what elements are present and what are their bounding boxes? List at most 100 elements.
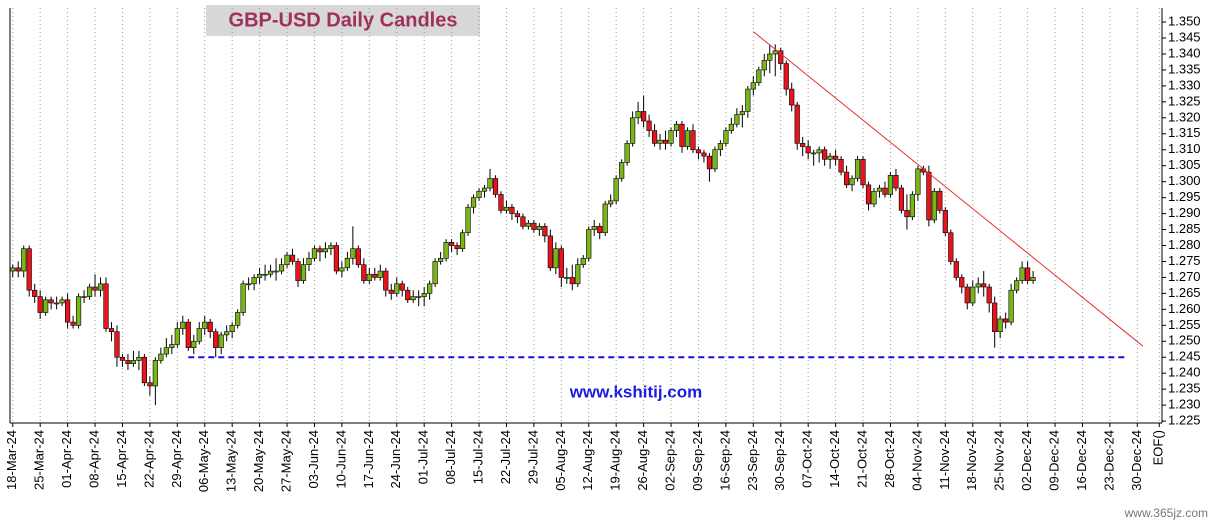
candle-body xyxy=(432,261,438,285)
x-tick-label: 05-Aug-24 xyxy=(553,430,568,491)
candle-body xyxy=(772,50,778,55)
candle-body xyxy=(256,273,263,278)
candle-body xyxy=(767,53,773,61)
candle-body xyxy=(580,257,586,265)
candle-body xyxy=(70,321,76,326)
x-tick-label: 08-Apr-24 xyxy=(86,430,101,488)
candle-body xyxy=(273,270,279,273)
candle-body xyxy=(981,283,987,288)
candle-body xyxy=(630,117,636,144)
candle-body xyxy=(180,321,186,329)
y-tick-label: 1.335 xyxy=(1168,61,1201,76)
candle-body xyxy=(311,248,318,259)
candle-body xyxy=(295,261,301,281)
y-tick-label: 1.275 xyxy=(1168,253,1201,268)
candle-body xyxy=(723,130,729,144)
candle-body xyxy=(822,149,828,160)
candle-body xyxy=(235,312,241,326)
candle-body xyxy=(317,248,323,253)
title-box xyxy=(206,5,480,36)
candle-body xyxy=(778,50,784,64)
candle-body xyxy=(284,254,290,265)
y-tick-label: 1.310 xyxy=(1168,141,1201,156)
candle-body xyxy=(662,139,669,144)
candle-body xyxy=(97,283,104,291)
candle-body xyxy=(15,267,21,272)
candle-body xyxy=(832,155,839,160)
x-tick-label: 30-Sep-24 xyxy=(772,430,787,491)
candle-body xyxy=(970,286,976,304)
candle-body xyxy=(476,190,482,198)
candle-body xyxy=(465,206,471,234)
candle-body xyxy=(525,222,531,227)
candle-body xyxy=(800,143,806,147)
candle-body xyxy=(377,270,383,278)
x-tick-label: 09-Dec-24 xyxy=(1046,430,1061,491)
candle-body xyxy=(1014,280,1020,291)
candle-body xyxy=(344,257,350,269)
candle-body xyxy=(1025,267,1031,281)
candle-body xyxy=(668,130,674,144)
candle-body xyxy=(712,149,718,170)
chart-title: GBP-USD Daily Candles xyxy=(229,9,458,31)
candle-body xyxy=(202,321,208,329)
candle-body xyxy=(756,69,762,84)
candle-body xyxy=(882,187,888,195)
candle-body xyxy=(196,328,202,342)
candle-body xyxy=(185,321,191,348)
candle-body xyxy=(547,235,553,269)
candle-body xyxy=(948,232,954,262)
x-tick-label: 16-Dec-24 xyxy=(1074,430,1089,491)
y-tick-label: 1.295 xyxy=(1168,189,1201,204)
candle-body xyxy=(816,149,822,154)
candle-body xyxy=(942,210,948,234)
x-tick-label: 29-Jul-24 xyxy=(525,430,540,484)
candle-body xyxy=(503,206,510,211)
candle-body xyxy=(706,155,713,170)
candle-body xyxy=(695,149,702,154)
candle-body xyxy=(635,111,641,119)
candle-body xyxy=(251,277,257,285)
candle-body xyxy=(789,88,795,106)
candle-body xyxy=(125,360,131,364)
candle-body xyxy=(388,289,394,294)
y-tick-label: 1.325 xyxy=(1168,93,1201,108)
x-tick-label: 21-Oct-24 xyxy=(854,430,869,488)
candle-body xyxy=(289,254,296,262)
x-tick-label: 30-Dec-24 xyxy=(1129,430,1144,491)
x-tick-label: 27-May-24 xyxy=(278,430,293,492)
y-tick-label: 1.350 xyxy=(1168,13,1201,28)
y-tick-label: 1.290 xyxy=(1168,205,1201,220)
candle-body xyxy=(339,267,345,272)
candle-body xyxy=(1003,318,1009,323)
candle-body xyxy=(141,356,148,384)
candle-body xyxy=(240,283,246,313)
candle-body xyxy=(876,187,883,192)
x-tick-label: 10-Jun-24 xyxy=(333,430,348,489)
candle-body xyxy=(191,340,197,348)
candle-body xyxy=(849,178,855,186)
candle-body xyxy=(608,200,614,205)
y-tick-label: 1.340 xyxy=(1168,45,1201,60)
candle-body xyxy=(811,152,817,155)
x-tick-label: 01-Jul-24 xyxy=(416,430,431,484)
candle-body xyxy=(520,216,526,227)
candle-body xyxy=(169,344,175,348)
x-tick-label: 25-Nov-24 xyxy=(992,430,1007,491)
candle-body xyxy=(1019,267,1025,281)
candle-body xyxy=(509,206,515,214)
x-tick-label: 07-Oct-24 xyxy=(800,430,815,488)
candle-body xyxy=(536,226,542,230)
candle-body xyxy=(575,264,581,285)
candle-body xyxy=(646,120,652,131)
candle-body xyxy=(421,293,427,297)
candle-body xyxy=(278,264,285,272)
x-tick-label: 02-Sep-24 xyxy=(662,430,677,491)
candle-body xyxy=(893,174,899,189)
candle-body xyxy=(959,277,965,288)
x-tick-label: 15-Jul-24 xyxy=(470,430,485,484)
candle-body xyxy=(306,257,312,265)
candle-body xyxy=(328,245,334,249)
